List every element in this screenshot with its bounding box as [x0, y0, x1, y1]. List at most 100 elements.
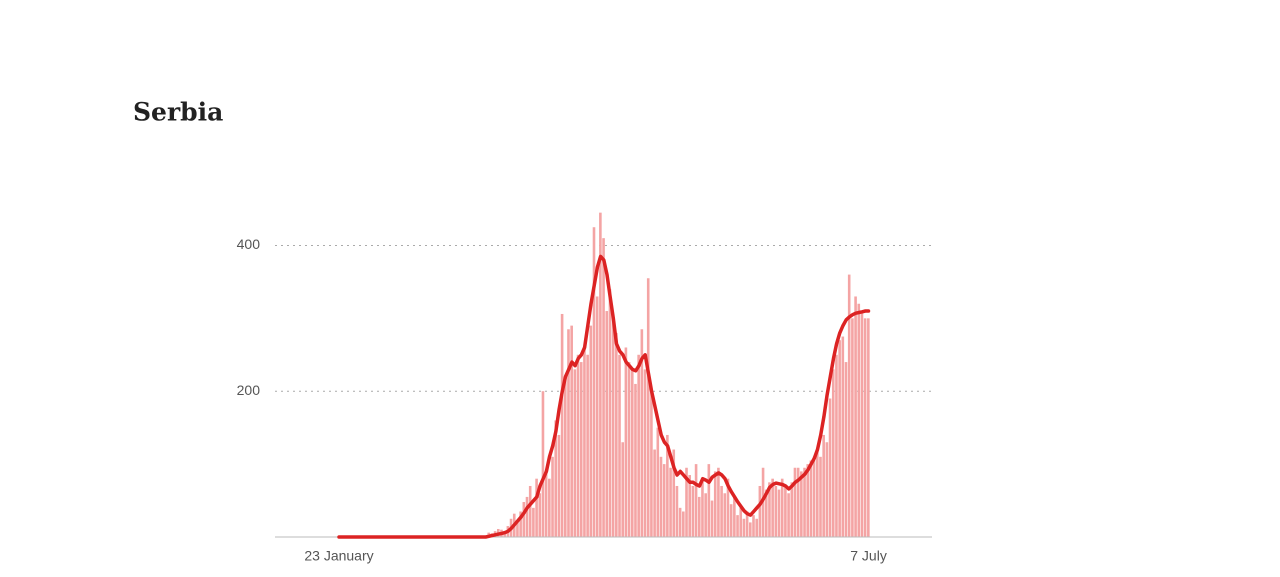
bar: [525, 496, 529, 537]
bar: [678, 507, 682, 537]
bar: [599, 212, 602, 537]
bar: [666, 434, 669, 537]
y-tick-label: 400: [237, 236, 261, 252]
bar: [624, 347, 628, 537]
bar: [516, 522, 519, 537]
bar: [656, 427, 660, 537]
bar: [669, 467, 672, 537]
average-line: [337, 254, 871, 539]
bar: [576, 354, 580, 537]
bar: [844, 362, 848, 537]
bar: [586, 354, 589, 537]
bar: [557, 434, 561, 537]
bar: [528, 485, 532, 537]
bar: [662, 464, 666, 537]
bar: [768, 482, 771, 537]
bar: [847, 274, 851, 537]
x-tick-label: 7 July: [850, 548, 887, 564]
bar: [621, 442, 625, 537]
bar: [659, 456, 663, 537]
bar: [841, 336, 845, 537]
bar: [637, 354, 640, 537]
bar: [822, 434, 825, 537]
bar: [838, 340, 841, 537]
bar: [605, 311, 609, 537]
bar: [812, 456, 816, 537]
bar: [809, 460, 813, 537]
bar: [640, 329, 644, 537]
bar: [710, 500, 714, 537]
bar: [595, 296, 599, 537]
bar: [618, 354, 621, 537]
bar: [554, 420, 558, 537]
bar: [758, 485, 762, 537]
bar: [777, 489, 781, 537]
bar: [752, 515, 755, 537]
bar: [831, 369, 835, 537]
bar: [653, 449, 656, 537]
bar: [573, 369, 577, 537]
bar: [701, 478, 704, 537]
bar: [796, 467, 800, 537]
bar: [771, 478, 774, 537]
bar: [538, 493, 542, 537]
bar: [784, 485, 787, 537]
bar: [854, 296, 857, 537]
bar: [643, 369, 647, 537]
bar: [736, 515, 739, 537]
bar: [739, 507, 743, 537]
bar: [570, 325, 573, 537]
bar: [774, 485, 778, 537]
bar: [819, 456, 822, 537]
bar: [704, 493, 707, 537]
bar: [780, 478, 784, 537]
bar: [745, 511, 749, 537]
y-tick-label: 200: [237, 382, 261, 398]
bar: [857, 303, 861, 537]
bar: [863, 318, 867, 537]
bar: [611, 318, 615, 537]
chart-title: Serbia: [133, 98, 223, 127]
bar: [707, 464, 711, 537]
x-tick-label: 23 January: [304, 548, 373, 564]
bar: [867, 318, 870, 537]
bar: [697, 496, 701, 537]
bar: [675, 485, 679, 537]
bar: [522, 502, 526, 537]
bar: [717, 467, 720, 537]
bar: [790, 482, 794, 537]
bar: [535, 478, 538, 537]
bar: [742, 518, 746, 537]
bar: [713, 471, 717, 537]
bar: [860, 311, 864, 537]
bar: [589, 325, 593, 537]
bar: [691, 485, 695, 537]
bar: [688, 475, 691, 537]
bar: [800, 471, 803, 537]
bar: [835, 354, 838, 537]
bar: [646, 278, 650, 537]
bar: [733, 496, 736, 537]
bar: [627, 362, 631, 537]
bar: [608, 289, 612, 537]
bar: [828, 398, 832, 537]
bar: [630, 369, 634, 537]
bar: [825, 442, 829, 537]
bar: [615, 332, 618, 537]
bar: [592, 227, 596, 537]
bar: [551, 456, 554, 537]
bar: [541, 391, 545, 537]
bar: [519, 511, 522, 537]
bar: [806, 464, 810, 537]
bar: [816, 449, 819, 537]
bar: [720, 485, 723, 537]
bar: [567, 329, 570, 537]
bar: [851, 318, 854, 537]
bar: [579, 362, 583, 537]
bar: [755, 518, 758, 537]
bar: [723, 493, 727, 537]
bar: [793, 467, 797, 537]
bar: [726, 478, 730, 537]
